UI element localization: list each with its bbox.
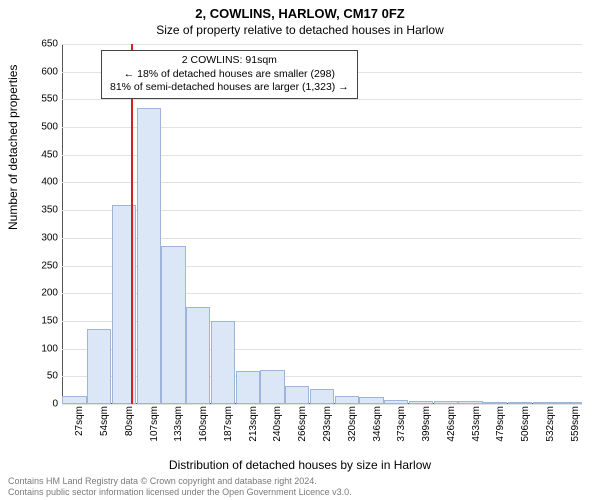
footnote-line2: Contains public sector information licen… (8, 487, 352, 498)
y-tick-label: 0 (52, 399, 58, 410)
histogram-bar (508, 402, 532, 404)
x-tick-label: 240sqm (272, 406, 283, 442)
x-tick-label: 107sqm (149, 406, 160, 442)
annotation-line1: 2 COWLINS: 91sqm (110, 54, 349, 68)
y-tick-label: 300 (41, 232, 58, 243)
x-tick-label: 133sqm (173, 406, 184, 442)
chart-title-main: 2, COWLINS, HARLOW, CM17 0FZ (0, 0, 600, 21)
histogram-bar (285, 386, 309, 404)
histogram-bar (359, 397, 383, 404)
x-tick-label: 506sqm (520, 406, 531, 442)
x-tick-label: 320sqm (347, 406, 358, 442)
x-tick-label: 346sqm (372, 406, 383, 442)
x-tick-label: 293sqm (322, 406, 333, 442)
annotation-line2: ← 18% of detached houses are smaller (29… (110, 68, 349, 82)
plot-area: 0501001502002503003504004505005506006502… (62, 44, 582, 404)
x-tick-label: 399sqm (421, 406, 432, 442)
histogram-bar (384, 400, 408, 404)
histogram-bar (236, 371, 260, 404)
x-tick-label: 80sqm (124, 406, 135, 436)
y-tick-label: 650 (41, 39, 58, 50)
histogram-bar (211, 321, 235, 404)
y-tick-label: 350 (41, 205, 58, 216)
gridline (62, 404, 582, 405)
y-tick-label: 250 (41, 260, 58, 271)
gridline (62, 99, 582, 100)
y-tick-label: 450 (41, 149, 58, 160)
histogram-bar (557, 402, 581, 404)
x-tick-label: 160sqm (198, 406, 209, 442)
histogram-bar (483, 402, 507, 404)
histogram-bar (260, 370, 284, 404)
histogram-bar (161, 246, 185, 404)
x-tick-label: 532sqm (545, 406, 556, 442)
y-tick-label: 100 (41, 343, 58, 354)
y-tick-label: 200 (41, 288, 58, 299)
annotation-line3: 81% of semi-detached houses are larger (… (110, 81, 349, 95)
y-tick-label: 50 (47, 371, 58, 382)
x-tick-label: 266sqm (297, 406, 308, 442)
x-tick-label: 559sqm (570, 406, 581, 442)
histogram-bar (137, 108, 161, 404)
x-tick-label: 27sqm (74, 406, 85, 436)
histogram-bar (434, 401, 458, 404)
y-tick-label: 550 (41, 94, 58, 105)
x-tick-label: 54sqm (99, 406, 110, 436)
y-axis-line (62, 44, 63, 404)
chart-title-sub: Size of property relative to detached ho… (0, 21, 600, 37)
y-tick-label: 500 (41, 122, 58, 133)
x-tick-label: 426sqm (446, 406, 457, 442)
chart-container: 2, COWLINS, HARLOW, CM17 0FZ Size of pro… (0, 0, 600, 500)
histogram-bar (458, 401, 482, 404)
histogram-bar (87, 329, 111, 404)
footnote: Contains HM Land Registry data © Crown c… (8, 476, 352, 498)
y-tick-label: 150 (41, 315, 58, 326)
x-axis-label: Distribution of detached houses by size … (0, 458, 600, 472)
histogram-bar (533, 402, 557, 404)
histogram-bar (335, 396, 359, 404)
histogram-bar (62, 396, 86, 404)
y-axis-label: Number of detached properties (6, 65, 20, 230)
x-tick-label: 187sqm (223, 406, 234, 442)
histogram-bar (409, 401, 433, 404)
x-tick-label: 373sqm (396, 406, 407, 442)
histogram-bar (310, 389, 334, 405)
y-tick-label: 400 (41, 177, 58, 188)
footnote-line1: Contains HM Land Registry data © Crown c… (8, 476, 352, 487)
x-tick-label: 213sqm (248, 406, 259, 442)
x-tick-label: 479sqm (495, 406, 506, 442)
gridline (62, 44, 582, 45)
y-tick-label: 600 (41, 66, 58, 77)
histogram-bar (186, 307, 210, 404)
x-tick-label: 453sqm (471, 406, 482, 442)
annotation-box: 2 COWLINS: 91sqm← 18% of detached houses… (101, 50, 358, 99)
